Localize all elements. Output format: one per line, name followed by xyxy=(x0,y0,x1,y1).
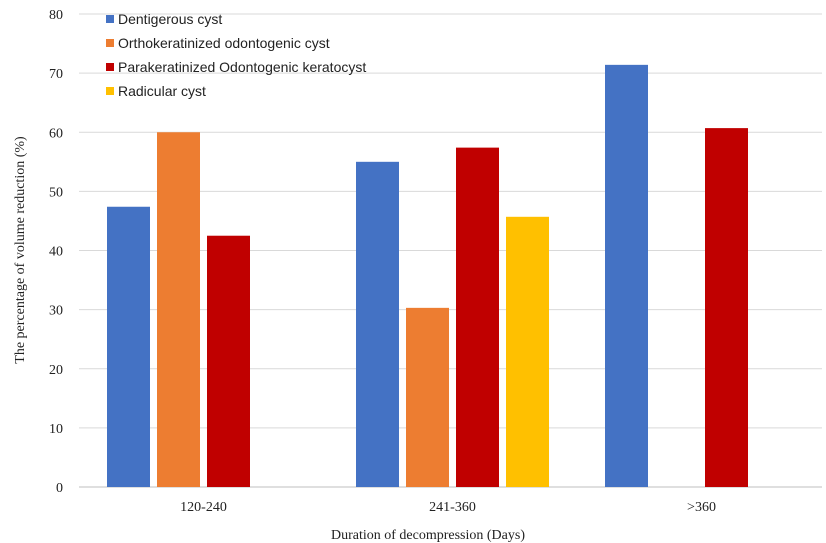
bar xyxy=(456,147,499,487)
legend-swatch xyxy=(106,39,114,47)
y-tick-label: 50 xyxy=(49,185,63,200)
legend-label: Radicular cyst xyxy=(118,83,206,99)
legend-swatch xyxy=(106,15,114,23)
legend-swatch xyxy=(106,63,114,71)
x-tick-label: >360 xyxy=(687,500,716,515)
y-tick-label: 70 xyxy=(49,67,63,82)
x-tick-label: 241-360 xyxy=(429,500,476,515)
y-tick-label: 40 xyxy=(49,245,63,260)
bar xyxy=(506,216,549,487)
gridlines xyxy=(79,13,822,488)
legend-label: Dentigerous cyst xyxy=(118,11,222,27)
y-tick-label: 30 xyxy=(49,304,63,319)
legend-label: Orthokeratinized odontogenic cyst xyxy=(118,35,330,51)
legend-label: Parakeratinized Odontogenic keratocyst xyxy=(118,59,366,75)
legend-swatch xyxy=(106,87,114,95)
bar xyxy=(107,206,150,487)
x-axis-title: Duration of decompression (Days) xyxy=(331,528,525,543)
y-tick-label: 60 xyxy=(49,126,63,141)
bar xyxy=(705,128,748,487)
y-axis-title: The percentage of volume reduction (%) xyxy=(13,136,28,364)
bar xyxy=(356,161,399,487)
bar xyxy=(605,64,648,487)
legend: Dentigerous cyst Orthokeratinized odontog… xyxy=(106,11,366,99)
bar xyxy=(157,132,200,487)
bar xyxy=(406,307,449,487)
y-tick-label: 80 xyxy=(49,8,63,23)
y-tick-label: 20 xyxy=(49,363,63,378)
y-tick-label: 10 xyxy=(49,422,63,437)
y-axis-ticks: 0 10 20 30 40 50 60 70 80 xyxy=(49,8,63,496)
x-axis-ticks: 120-240 241-360 >360 xyxy=(180,500,716,515)
bars xyxy=(107,64,748,487)
bar xyxy=(207,235,250,487)
x-tick-label: 120-240 xyxy=(180,500,227,515)
y-tick-label: 0 xyxy=(56,481,63,496)
